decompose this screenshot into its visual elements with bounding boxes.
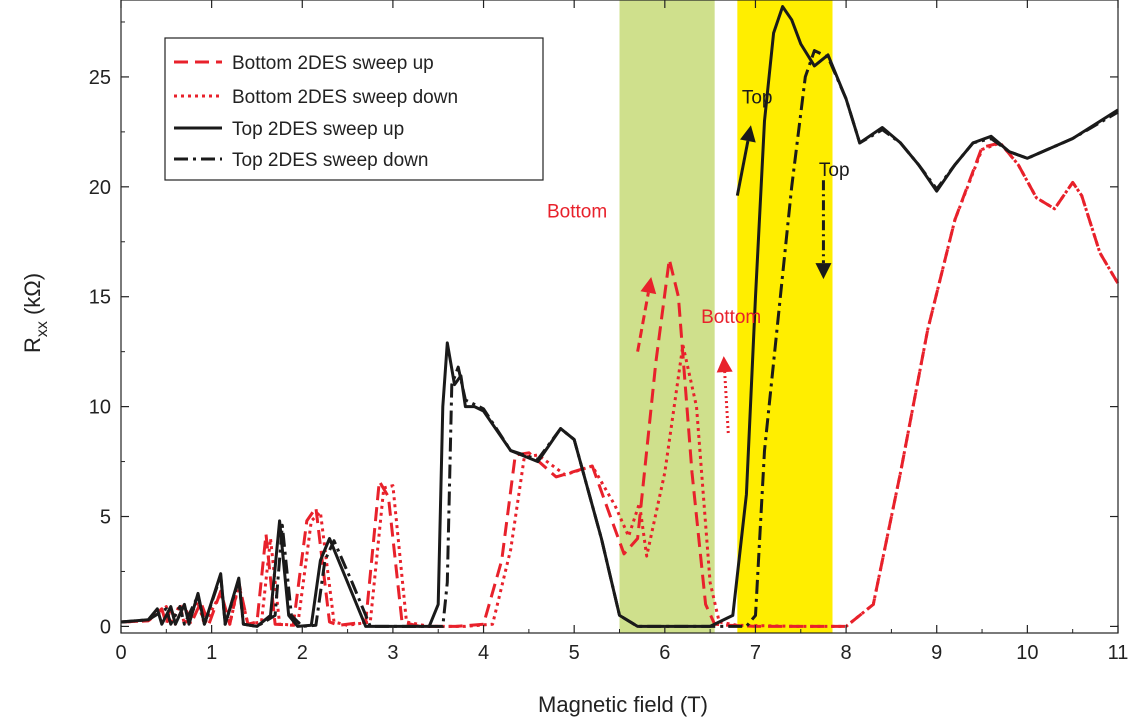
annotation-bottom-3: Bottom: [701, 307, 761, 328]
annotation-top-1: Top: [819, 160, 850, 181]
y-tick-label-0: 0: [100, 616, 111, 638]
y-tick-label-5: 25: [89, 67, 111, 89]
series-line-1: [120, 141, 1120, 628]
sweep-arrowhead-3: [716, 356, 733, 373]
sweep-arrows: [636, 125, 832, 434]
sweep-arrowhead-0: [740, 125, 756, 143]
shaded-bands: [619, 0, 833, 633]
legend-label-bottom-down: Bottom 2DES sweep down: [232, 87, 458, 108]
annotations: Top Top Bottom Bottom: [547, 87, 850, 328]
x-tick-label-0: 0: [115, 642, 126, 664]
sweep-arrowhead-1: [815, 263, 832, 280]
y-axis-title: Rxx (kΩ): [20, 273, 51, 353]
series-line-3: [120, 49, 1119, 628]
x-tick-label-10: 10: [1016, 642, 1038, 664]
y-axis-title-main: R: [20, 337, 45, 353]
x-tick-label-8: 8: [841, 642, 852, 664]
legend-box: [164, 37, 544, 181]
highlight-band-0: [619, 0, 715, 633]
sweep-arrow-3: [723, 371, 730, 434]
annotation-top-0: Top: [742, 87, 773, 108]
y-tick-label-3: 15: [89, 287, 111, 309]
y-tick-label-1: 5: [100, 507, 111, 529]
y-axis-title-subscript: xx: [34, 321, 51, 337]
y-tick-label-4: 20: [89, 177, 111, 199]
x-tick-label-6: 6: [659, 642, 670, 664]
legend: Bottom 2DES sweep up Bottom 2DES sweep d…: [164, 37, 544, 181]
sweep-arrowhead-2: [640, 276, 657, 295]
x-tick-label-5: 5: [569, 642, 580, 664]
x-tick-label-3: 3: [387, 642, 398, 664]
x-tick-label-2: 2: [297, 642, 308, 664]
x-tick-label-11: 11: [1108, 642, 1129, 664]
legend-label-bottom-up: Bottom 2DES sweep up: [232, 53, 434, 74]
y-tick-label-2: 10: [89, 397, 111, 419]
annotation-bottom-2: Bottom: [547, 202, 607, 223]
legend-label-top-down: Top 2DES sweep down: [232, 150, 428, 171]
axis-ticks: 0 1 2 3 4 5 6 7 8 9 10 11 0 5 10 15 20 25: [89, 0, 1129, 664]
y-axis-title-unit: (kΩ): [20, 273, 45, 321]
x-tick-label-7: 7: [750, 642, 761, 664]
x-tick-label-9: 9: [931, 642, 942, 664]
sweep-arrow-2: [636, 292, 650, 352]
legend-label-top-up: Top 2DES sweep up: [232, 119, 404, 140]
x-tick-label-1: 1: [206, 642, 217, 664]
x-axis-title: Magnetic field (T): [538, 692, 708, 717]
svg-text:Rxx (kΩ): Rxx (kΩ): [20, 273, 51, 353]
sweep-arrow-0: [735, 140, 750, 196]
x-tick-label-4: 4: [478, 642, 489, 664]
series-lines: [120, 5, 1120, 628]
